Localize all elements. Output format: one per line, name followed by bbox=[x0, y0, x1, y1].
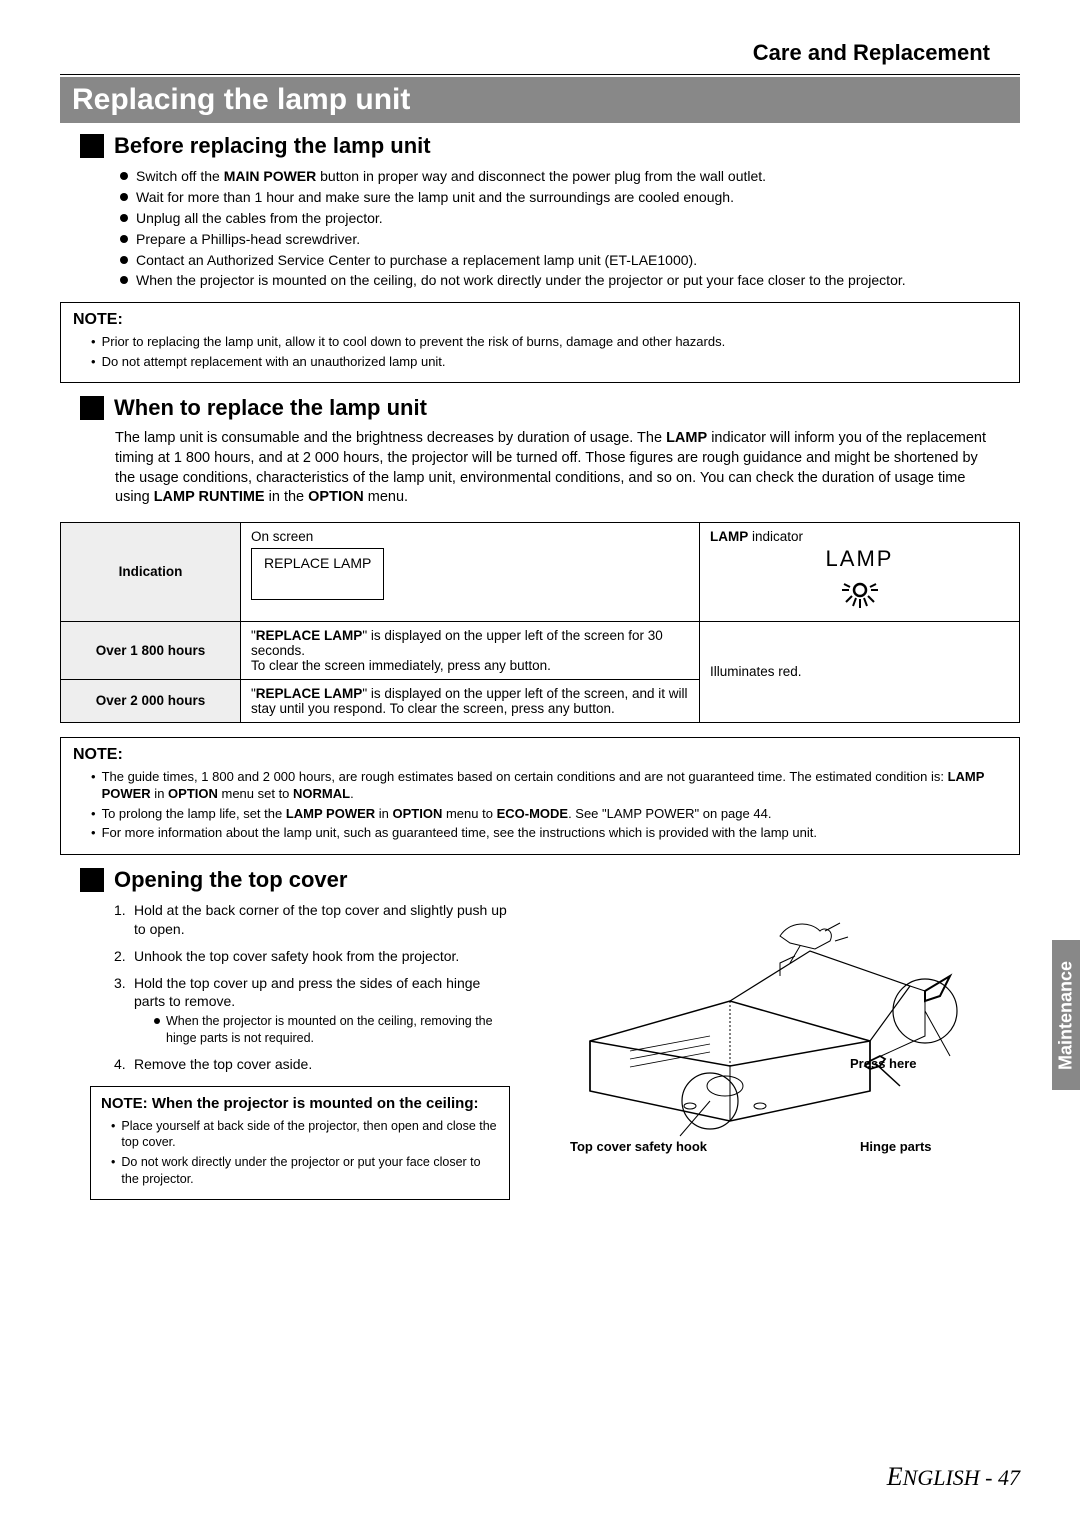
step-item: 3.Hold the top cover up and press the si… bbox=[114, 974, 510, 1048]
note-item: •The guide times, 1 800 and 2 000 hours,… bbox=[91, 768, 1007, 803]
page-footer: ENGLISH - 47 bbox=[887, 1462, 1020, 1492]
sub-bullet: When the projector is mounted on the cei… bbox=[154, 1013, 510, 1047]
bullet-icon bbox=[120, 276, 128, 284]
bullet-icon bbox=[120, 214, 128, 222]
section-opening-cover: Opening the top cover bbox=[80, 867, 1020, 893]
replace-lamp-box: REPLACE LAMP bbox=[251, 548, 384, 600]
footer-lang: NGLISH bbox=[903, 1465, 980, 1490]
note-item: •For more information about the lamp uni… bbox=[91, 824, 1007, 842]
when-paragraph: The lamp unit is consumable and the brig… bbox=[115, 429, 990, 507]
lamp-indicator-label: LAMP indicator bbox=[710, 529, 1009, 544]
bullet-item: Switch off the MAIN POWER button in prop… bbox=[120, 167, 1020, 186]
hook-label: Top cover safety hook bbox=[570, 1139, 707, 1154]
step-item: 1.Hold at the back corner of the top cov… bbox=[114, 901, 510, 939]
table-label-indication: Indication bbox=[61, 522, 241, 621]
note-title: NOTE: bbox=[73, 311, 1007, 329]
step-item: 4.Remove the top cover aside. bbox=[114, 1055, 510, 1074]
table-cell-illuminates: Illuminates red. bbox=[700, 621, 1020, 722]
bullet-icon bbox=[120, 235, 128, 243]
section-marker-icon bbox=[80, 868, 104, 892]
note-item: •To prolong the lamp life, set the LAMP … bbox=[91, 805, 1007, 823]
lamp-text: LAMP bbox=[710, 546, 1009, 572]
table-label-1800: Over 1 800 hours bbox=[61, 621, 241, 679]
note-box-1: NOTE: •Prior to replacing the lamp unit,… bbox=[60, 302, 1020, 383]
bullet-icon bbox=[120, 256, 128, 264]
hinge-label: Hinge parts bbox=[860, 1139, 932, 1154]
table-cell-onscreen: On screen REPLACE LAMP bbox=[241, 522, 700, 621]
ceiling-note-item: •Place yourself at back side of the proj… bbox=[111, 1118, 499, 1151]
section-marker-icon bbox=[80, 396, 104, 420]
header-rule bbox=[60, 74, 1020, 75]
bullet-icon bbox=[120, 172, 128, 180]
onscreen-label: On screen bbox=[251, 529, 689, 544]
table-label-2000: Over 2 000 hours bbox=[61, 679, 241, 722]
table-cell-lampindicator: LAMP indicator LAMP bbox=[700, 522, 1020, 621]
footer-page: 47 bbox=[998, 1465, 1020, 1490]
bullet-item: Prepare a Phillips-head screwdriver. bbox=[120, 230, 1020, 249]
bullet-item: Contact an Authorized Service Center to … bbox=[120, 251, 1020, 270]
note-item: •Do not attempt replacement with an unau… bbox=[91, 353, 1007, 371]
indicator-table: Indication On screen REPLACE LAMP LAMP i… bbox=[60, 522, 1020, 723]
title-bar: Replacing the lamp unit bbox=[60, 77, 1020, 123]
press-here-label: Press here bbox=[850, 1056, 917, 1071]
ceiling-note-item: •Do not work directly under the projecto… bbox=[111, 1154, 499, 1187]
page-header: Care and Replacement bbox=[60, 40, 1020, 66]
table-cell-1800: "REPLACE LAMP" is displayed on the upper… bbox=[241, 621, 700, 679]
bullet-item: Unplug all the cables from the projector… bbox=[120, 209, 1020, 228]
section-title: When to replace the lamp unit bbox=[114, 395, 427, 421]
bullet-item: Wait for more than 1 hour and make sure … bbox=[120, 188, 1020, 207]
ceiling-note-box: NOTE: When the projector is mounted on t… bbox=[90, 1086, 510, 1200]
section-marker-icon bbox=[80, 134, 104, 158]
sidebar-tab: Maintenance bbox=[1052, 940, 1080, 1090]
note-title: NOTE: bbox=[73, 746, 1007, 764]
bullet-icon bbox=[120, 193, 128, 201]
projector-diagram bbox=[530, 901, 1010, 1141]
bullet-item: When the projector is mounted on the cei… bbox=[120, 271, 1020, 290]
step-item: 2.Unhook the top cover safety hook from … bbox=[114, 947, 510, 966]
diagram-col: Press here Top cover safety hook Hinge p… bbox=[530, 901, 1010, 1200]
opening-steps-col: 1.Hold at the back corner of the top cov… bbox=[90, 901, 530, 1200]
section-before-replacing: Before replacing the lamp unit bbox=[80, 133, 1020, 159]
note-item: •Prior to replacing the lamp unit, allow… bbox=[91, 333, 1007, 351]
section-title: Before replacing the lamp unit bbox=[114, 133, 431, 159]
before-list: Switch off the MAIN POWER button in prop… bbox=[120, 167, 1020, 290]
ceiling-note-title: NOTE: When the projector is mounted on t… bbox=[101, 1095, 499, 1112]
note-box-2: NOTE: •The guide times, 1 800 and 2 000 … bbox=[60, 737, 1020, 855]
section-when-replace: When to replace the lamp unit bbox=[80, 395, 1020, 421]
section-title: Opening the top cover bbox=[114, 867, 347, 893]
table-cell-2000: "REPLACE LAMP" is displayed on the upper… bbox=[241, 679, 700, 722]
lamp-icon bbox=[710, 574, 1009, 615]
